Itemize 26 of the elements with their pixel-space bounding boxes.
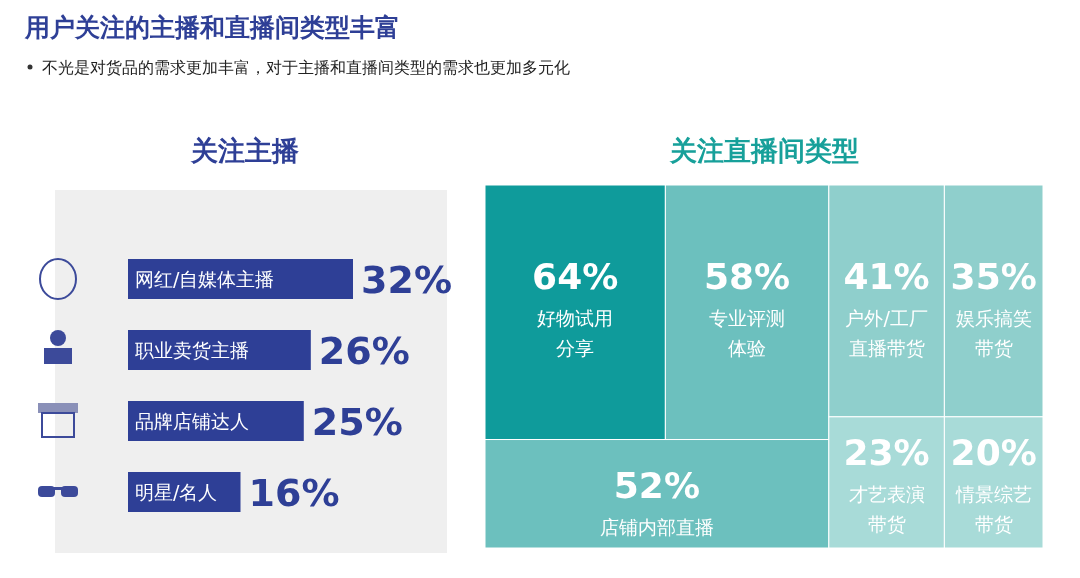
y-tick-label: 明星/名人 [135, 481, 218, 503]
category-label: 好物试用分享 [537, 307, 614, 359]
category-label: 情景综艺带货 [954, 482, 1032, 535]
category-label: 才艺表演带货 [848, 482, 925, 535]
text: 用户关注的主播和直播间类型丰富 [24, 13, 400, 42]
data-label: 58% [704, 256, 791, 297]
category-label: 户外/工厂直播带货 [845, 307, 928, 359]
category-label: 店铺内部直播 [599, 515, 714, 538]
data-label: 26% [318, 329, 410, 373]
y-tick-label: 职业卖货主播 [135, 339, 249, 361]
data-label: 35% [950, 256, 1037, 297]
data-label: 32% [361, 258, 452, 302]
text: 不光是对货品的需求更加丰富，对于主播和直播间类型的需求也更加多元化 [42, 58, 570, 77]
y-tick-label: 网红/自媒体主播 [135, 268, 275, 290]
chart-title: 关注主播 [190, 135, 299, 166]
category-label: 专业评测体验 [709, 307, 786, 359]
data-label: 41% [843, 256, 930, 297]
text: 关注直播间类型 [668, 135, 859, 166]
data-label: 16% [248, 471, 340, 515]
data-label: 20% [950, 431, 1037, 473]
y-tick-label: 品牌店铺达人 [135, 410, 249, 432]
category-label: 娱乐搞笑带货 [955, 307, 1032, 359]
data-label: 52% [613, 464, 700, 506]
data-label: 64% [532, 256, 619, 297]
data-label: 23% [843, 431, 930, 473]
data-label: 25% [311, 400, 403, 444]
